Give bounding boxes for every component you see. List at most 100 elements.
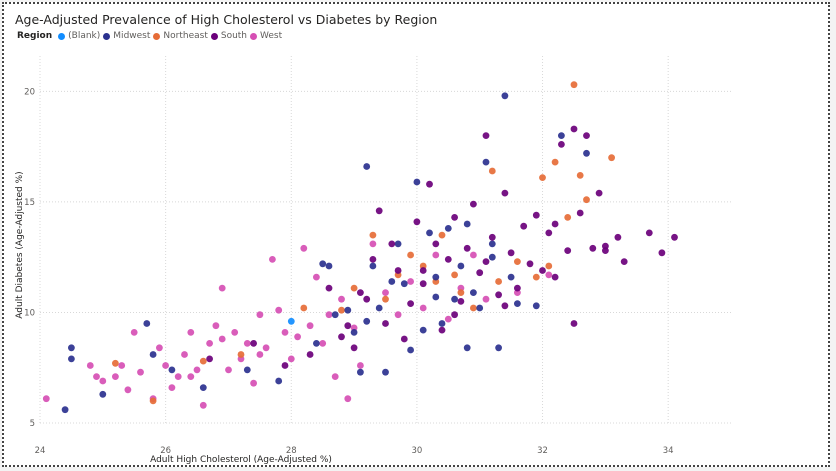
point-west[interactable] bbox=[187, 329, 195, 336]
point-west[interactable] bbox=[243, 340, 251, 347]
point-midwest[interactable] bbox=[375, 304, 383, 312]
point-west[interactable] bbox=[225, 366, 232, 374]
point-south[interactable] bbox=[614, 233, 622, 241]
point-south[interactable] bbox=[426, 180, 433, 188]
point-midwest[interactable] bbox=[419, 326, 427, 334]
point-south[interactable] bbox=[501, 189, 509, 197]
point-west[interactable] bbox=[269, 256, 276, 263]
point-west[interactable] bbox=[306, 322, 314, 330]
point-south[interactable] bbox=[369, 256, 377, 263]
point-northeast[interactable] bbox=[564, 214, 572, 221]
point-northeast[interactable] bbox=[300, 304, 308, 312]
point-west[interactable] bbox=[394, 311, 402, 319]
point-west[interactable] bbox=[256, 311, 264, 319]
legend-item-northeast[interactable]: Northeast bbox=[153, 31, 208, 41]
point-midwest[interactable] bbox=[68, 344, 75, 352]
point-west[interactable] bbox=[137, 368, 144, 376]
point-south[interactable] bbox=[539, 267, 546, 274]
point-west[interactable] bbox=[344, 395, 352, 403]
point-west[interactable] bbox=[181, 351, 188, 358]
point-south[interactable] bbox=[451, 214, 458, 221]
point-midwest[interactable] bbox=[369, 262, 377, 270]
point-northeast[interactable] bbox=[570, 81, 578, 89]
point-south[interactable] bbox=[281, 362, 289, 369]
point-northeast[interactable] bbox=[382, 295, 389, 303]
point-south[interactable] bbox=[520, 222, 528, 230]
point-south[interactable] bbox=[645, 229, 653, 237]
point-south[interactable] bbox=[451, 311, 458, 319]
point-midwest[interactable] bbox=[143, 320, 151, 327]
point-west[interactable] bbox=[187, 373, 195, 380]
point-west[interactable] bbox=[112, 373, 119, 380]
point-south[interactable] bbox=[570, 320, 578, 327]
point-west[interactable] bbox=[319, 340, 327, 347]
point-west[interactable] bbox=[218, 335, 226, 343]
point-midwest[interactable] bbox=[363, 163, 371, 170]
point-south[interactable] bbox=[545, 229, 553, 237]
point-south[interactable] bbox=[501, 302, 509, 310]
point-west[interactable] bbox=[470, 251, 477, 259]
point-midwest[interactable] bbox=[344, 306, 352, 314]
point-northeast[interactable] bbox=[369, 231, 377, 239]
point-west[interactable] bbox=[93, 373, 100, 380]
point-midwest[interactable] bbox=[388, 278, 396, 285]
point-south[interactable] bbox=[382, 320, 389, 327]
point-south[interactable] bbox=[419, 280, 427, 288]
point-south[interactable] bbox=[206, 355, 214, 363]
point-west[interactable] bbox=[287, 355, 295, 363]
point-south[interactable] bbox=[388, 240, 396, 248]
point-west[interactable] bbox=[218, 284, 226, 292]
point-west[interactable] bbox=[407, 278, 414, 285]
point-south[interactable] bbox=[526, 260, 534, 268]
point-midwest[interactable] bbox=[400, 280, 408, 288]
point-south[interactable] bbox=[394, 267, 402, 274]
legend-item-midwest[interactable]: Midwest bbox=[103, 31, 150, 41]
point-south[interactable] bbox=[482, 258, 490, 265]
point-midwest[interactable] bbox=[149, 351, 157, 358]
point-south[interactable] bbox=[344, 322, 352, 330]
point-northeast[interactable] bbox=[237, 351, 245, 358]
point-northeast[interactable] bbox=[532, 273, 540, 281]
point-south[interactable] bbox=[338, 333, 345, 341]
point-south[interactable] bbox=[470, 200, 477, 208]
point-south[interactable] bbox=[589, 244, 597, 252]
point-midwest[interactable] bbox=[319, 260, 327, 268]
point-northeast[interactable] bbox=[551, 158, 559, 166]
point-midwest[interactable] bbox=[457, 262, 465, 270]
visual-frame[interactable]: Age-Adjusted Prevalence of High Choleste… bbox=[2, 2, 830, 467]
point-midwest[interactable] bbox=[463, 344, 471, 352]
point-midwest[interactable] bbox=[325, 262, 333, 270]
point-south[interactable] bbox=[595, 189, 603, 197]
point-midwest[interactable] bbox=[168, 366, 176, 374]
point-south[interactable] bbox=[576, 209, 584, 217]
point-midwest[interactable] bbox=[438, 320, 446, 327]
point-south[interactable] bbox=[413, 218, 421, 226]
point-south[interactable] bbox=[495, 291, 502, 299]
point-south[interactable] bbox=[400, 335, 408, 343]
point-west[interactable] bbox=[42, 395, 50, 403]
point-midwest[interactable] bbox=[363, 317, 371, 325]
point-west[interactable] bbox=[130, 329, 138, 336]
point-midwest[interactable] bbox=[488, 253, 496, 261]
point-south[interactable] bbox=[551, 273, 559, 281]
point-west[interactable] bbox=[382, 289, 389, 296]
point-south[interactable] bbox=[350, 344, 358, 352]
point-northeast[interactable] bbox=[539, 174, 546, 182]
point-midwest[interactable] bbox=[532, 302, 540, 310]
point-south[interactable] bbox=[375, 207, 383, 215]
point-midwest[interactable] bbox=[68, 355, 75, 363]
point-west[interactable] bbox=[231, 329, 239, 336]
point-northeast[interactable] bbox=[576, 172, 584, 179]
point-midwest[interactable] bbox=[482, 158, 490, 166]
point-west[interactable] bbox=[193, 366, 201, 374]
point-midwest[interactable] bbox=[583, 149, 590, 157]
legend-item-blank[interactable]: (Blank) bbox=[58, 31, 100, 41]
point-west[interactable] bbox=[124, 386, 132, 394]
point-south[interactable] bbox=[457, 298, 465, 305]
point-midwest[interactable] bbox=[382, 368, 389, 376]
point-south[interactable] bbox=[407, 300, 414, 307]
point-south[interactable] bbox=[250, 340, 257, 347]
point-midwest[interactable] bbox=[507, 273, 515, 281]
point-west[interactable] bbox=[206, 340, 214, 347]
